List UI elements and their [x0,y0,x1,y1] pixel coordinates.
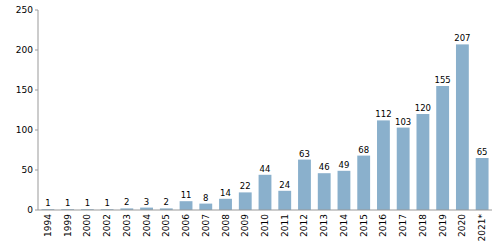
y-tick [35,50,38,51]
y-tick [35,10,38,11]
y-tick-label: 50 [22,165,34,175]
x-tick-label: 2007 [201,214,211,237]
data-label: 2 [164,197,169,207]
bar [416,114,429,210]
bar [278,191,291,210]
x-tick-label: 2000 [82,214,92,237]
data-label: 11 [181,190,192,200]
x-tick-label: 2014 [339,214,349,237]
bar [476,158,489,210]
x-tick-label: 2009 [240,214,250,237]
y-tick [35,210,38,211]
bar [397,128,410,210]
x-tick-label: 2008 [221,214,231,237]
data-label: 103 [395,117,411,127]
x-tick-label: 2004 [142,214,152,237]
x-tick-label: 1994 [43,214,53,237]
x-tick-label: 2015 [359,214,369,237]
bar [259,175,272,210]
data-label: 14 [220,188,231,198]
x-tick-label: 2013 [319,214,329,237]
x-tick-label: 2020 [457,214,467,237]
y-tick [35,170,38,171]
chart-container: 1111232118142244246346496811210312015520… [0,0,500,252]
bar [219,199,232,210]
data-label: 1 [85,198,90,208]
y-tick-label: 0 [27,205,33,215]
bars [41,44,488,210]
chart: 1111232118142244246346496811210312015520… [0,0,500,252]
data-label: 68 [358,145,369,155]
data-label: 112 [375,109,391,119]
data-label: 120 [415,103,431,113]
data-label: 1 [104,198,109,208]
x-tick-label: 2006 [181,214,191,237]
data-label: 3 [144,197,149,207]
data-label: 24 [279,180,290,190]
y-tick-label: 250 [16,5,33,15]
y-axis-line [38,10,39,210]
data-label: 22 [240,181,251,191]
x-tick-label: 2019 [438,214,448,237]
x-tick-label: 2016 [378,214,388,237]
y-tick [35,90,38,91]
x-tick-label: 2002 [102,214,112,237]
bar [338,171,351,210]
bar [357,156,370,210]
data-label: 207 [454,33,470,43]
x-tick-label: 2005 [161,214,171,237]
x-tick-label: 2021* [477,214,487,242]
y-tick-label: 100 [16,125,33,135]
y-tick-label: 200 [16,45,33,55]
data-label: 155 [435,75,451,85]
x-tick-label: 2011 [280,214,290,237]
x-tick-label: 2012 [299,214,309,237]
bar [377,120,390,210]
x-tick-label: 1999 [63,214,73,237]
data-label: 46 [319,162,330,172]
y-tick-label: 150 [16,85,33,95]
y-tick [35,130,38,131]
bar [199,204,212,210]
data-label: 63 [299,149,310,159]
data-label: 1 [45,198,50,208]
data-label: 44 [260,164,271,174]
bar [298,160,311,210]
bar [456,44,469,210]
x-axis-line [38,210,492,211]
data-label: 1 [65,198,70,208]
data-label: 8 [203,193,208,203]
x-tick-label: 2018 [418,214,428,237]
bar [239,192,252,210]
x-tick-label: 2010 [260,214,270,237]
x-tick-label: 2017 [398,214,408,237]
data-label: 49 [339,160,350,170]
data-label: 2 [124,197,129,207]
x-tick-label: 2003 [122,214,132,237]
data-label: 65 [477,147,488,157]
bar [318,173,331,210]
bar [180,201,193,210]
bar [436,86,449,210]
